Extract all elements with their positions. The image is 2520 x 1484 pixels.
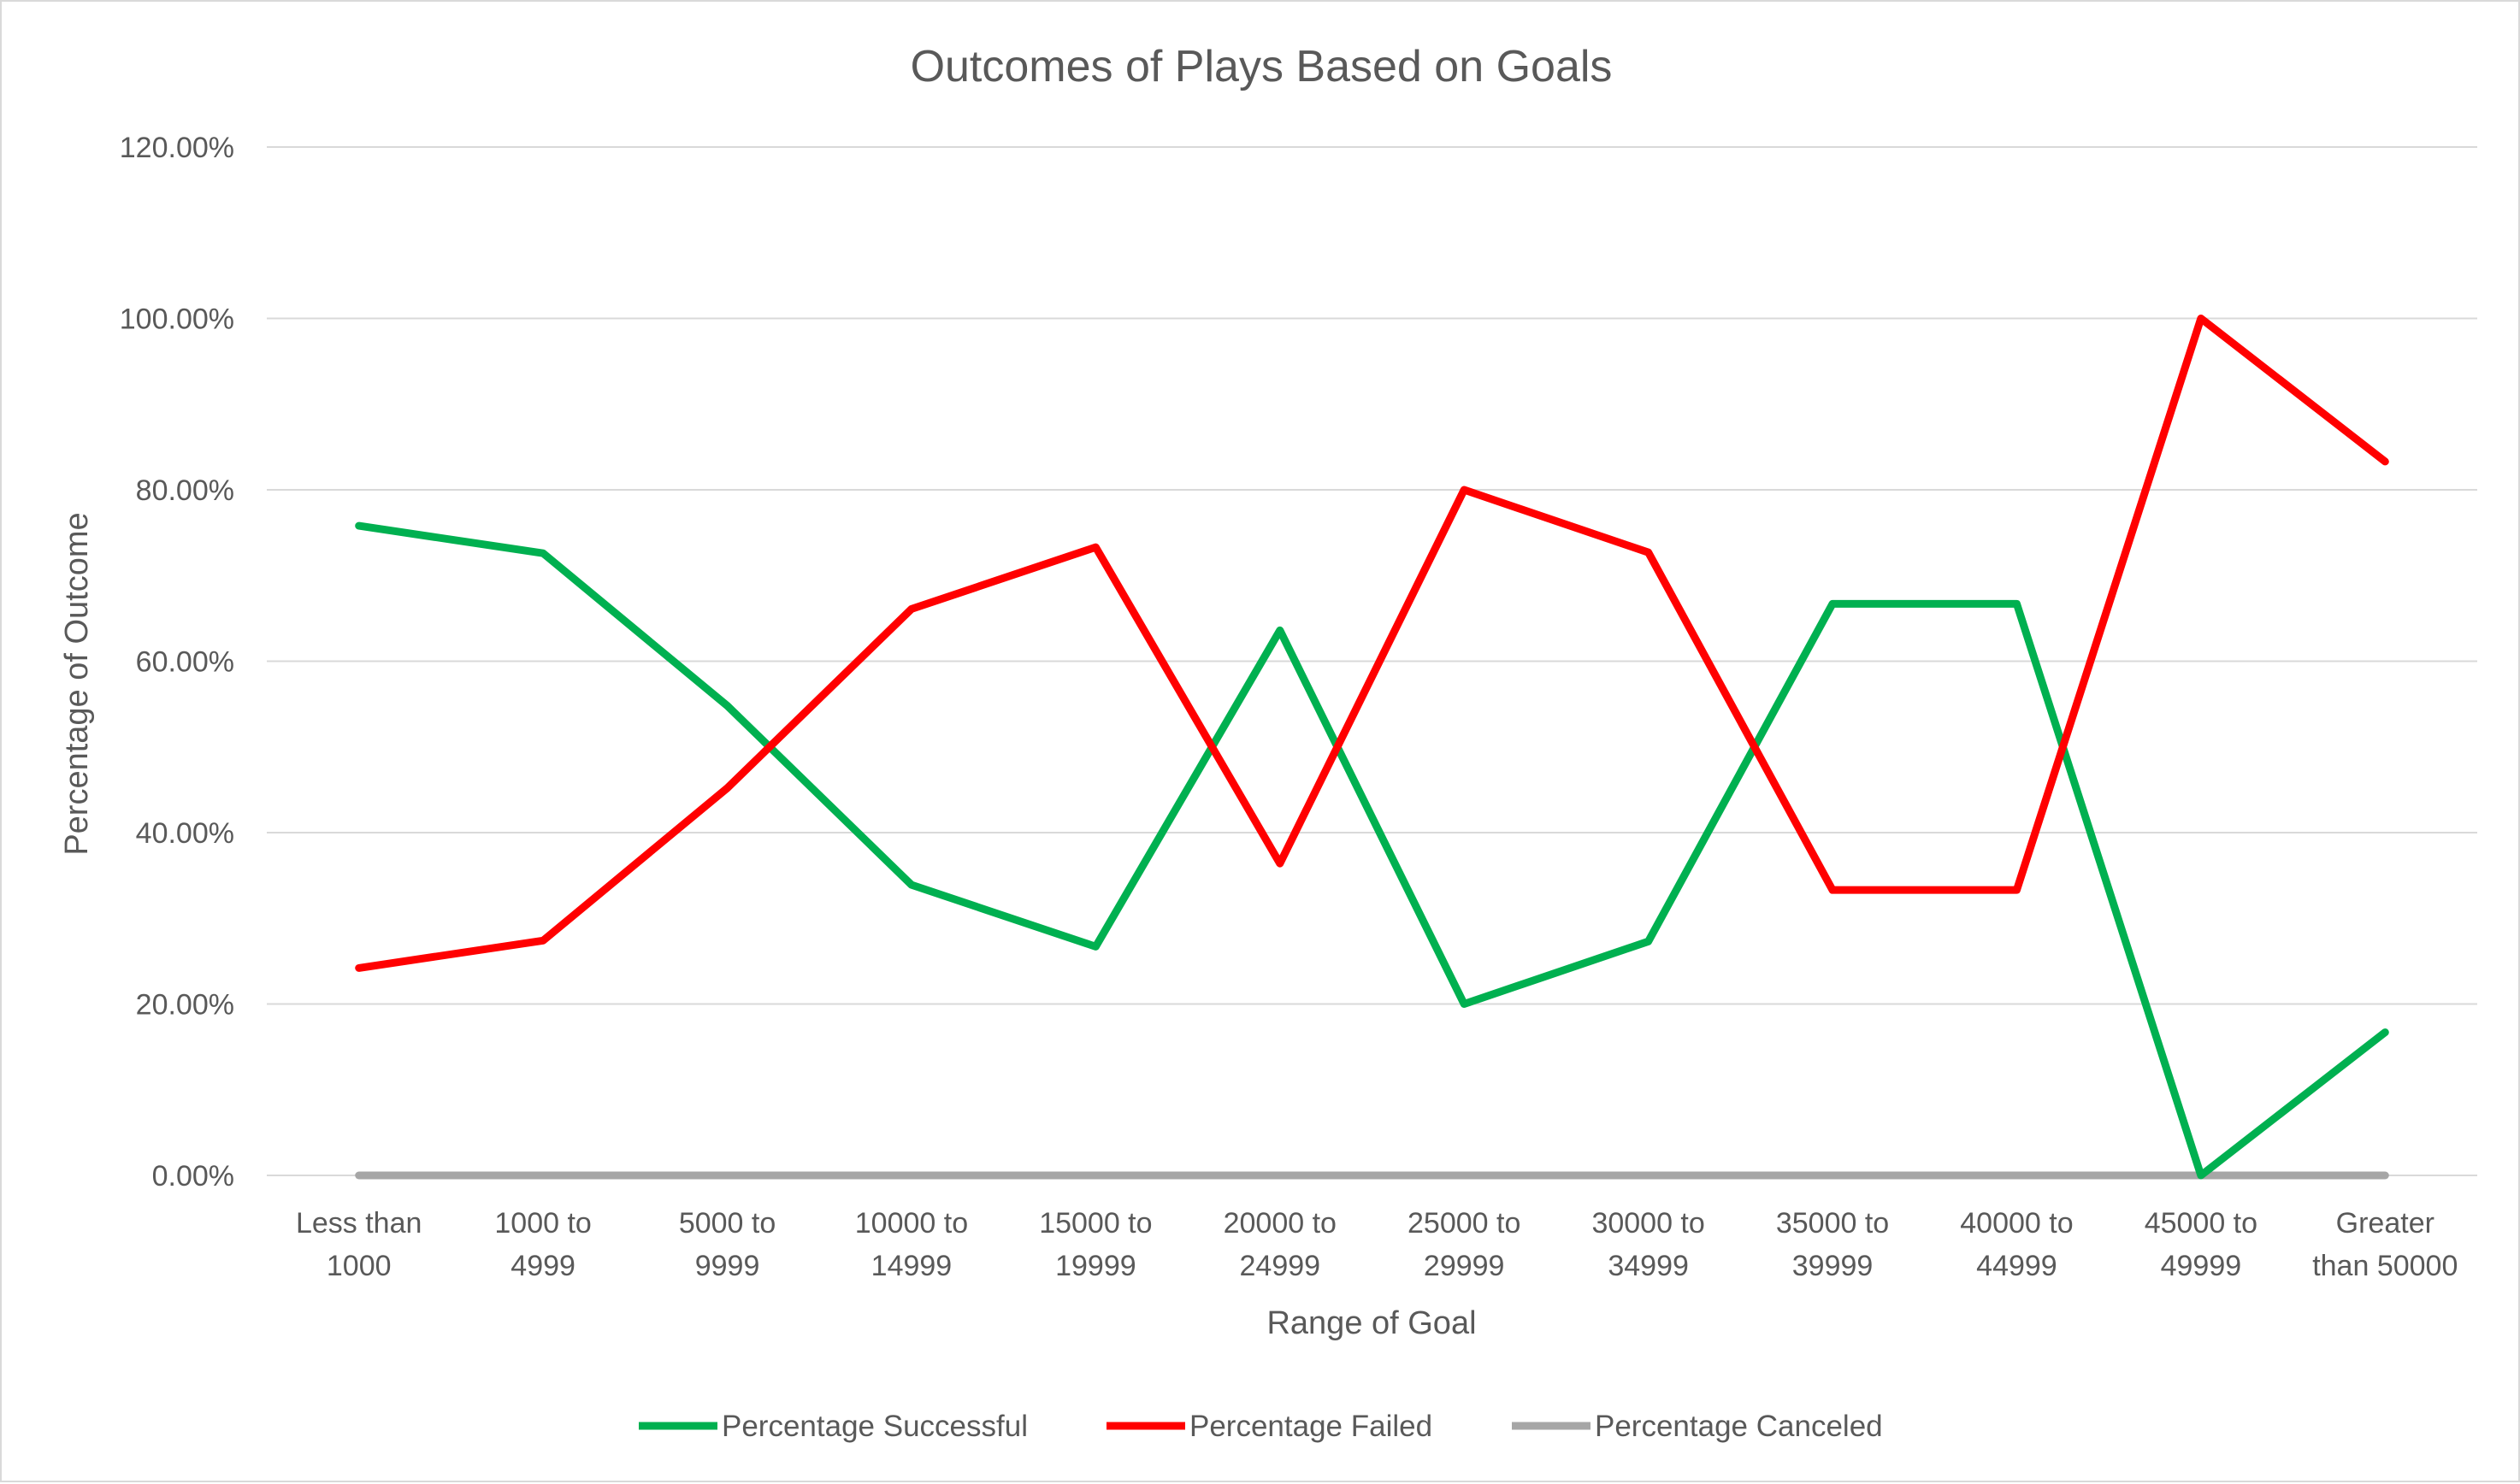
series-lines	[355, 315, 2389, 1180]
x-tick-label: Greater than 50000	[2312, 1207, 2458, 1282]
x-tick-label: 35000 to 39999	[1776, 1207, 1889, 1282]
y-tick-label: 100.00%	[120, 303, 234, 336]
y-tick-label: 60.00%	[136, 646, 234, 679]
series-line-percentage-failed	[355, 315, 2389, 972]
x-tick-label: 40000 to 44999	[1960, 1207, 2073, 1282]
y-tick-label: 0.00%	[152, 1160, 234, 1192]
legend-item: Percentage Successful	[639, 1410, 1028, 1443]
y-axis-ticks: 0.00% 20.00% 40.00% 60.00% 80.00% 100.00% 120.…	[120, 132, 234, 1192]
gridlines	[267, 146, 2477, 1176]
chart-title: Outcomes of Plays Based on Goals	[911, 42, 1613, 91]
legend-label: Percentage Successful	[722, 1410, 1028, 1443]
series-line-percentage-successful	[355, 521, 2389, 1180]
x-tick-label: 25000 to 29999	[1408, 1207, 1520, 1282]
y-tick-label: 120.00%	[120, 132, 234, 164]
y-tick-label: 80.00%	[136, 474, 234, 507]
x-axis-ticks: Less than 1000 1000 to 4999 5000 to 9999 10000…	[296, 1207, 2458, 1282]
legend-item: Percentage Canceled	[1512, 1410, 1883, 1443]
x-tick-label: 45000 to 49999	[2145, 1207, 2257, 1282]
x-tick-label: 15000 to 19999	[1039, 1207, 1152, 1282]
legend-label: Percentage Canceled	[1595, 1410, 1883, 1443]
legend-item: Percentage Failed	[1107, 1410, 1432, 1443]
y-tick-label: 20.00%	[136, 989, 234, 1022]
x-tick-label: 30000 to 34999	[1591, 1207, 1704, 1282]
y-tick-label: 40.00%	[136, 817, 234, 850]
legend-label: Percentage Failed	[1189, 1410, 1432, 1443]
x-tick-label: 20000 to 24999	[1224, 1207, 1337, 1282]
x-tick-label: 1000 to 4999	[494, 1207, 591, 1282]
x-tick-label: 10000 to 14999	[855, 1207, 968, 1282]
x-axis-title: Range of Goal	[1266, 1305, 1476, 1341]
x-tick-label: Less than 1000	[296, 1207, 422, 1282]
x-tick-label: 5000 to 9999	[679, 1207, 776, 1282]
legend: Percentage Successful Percentage Failed Pe…	[639, 1410, 1883, 1443]
y-axis-title: Percentage of Outcome	[59, 512, 95, 855]
